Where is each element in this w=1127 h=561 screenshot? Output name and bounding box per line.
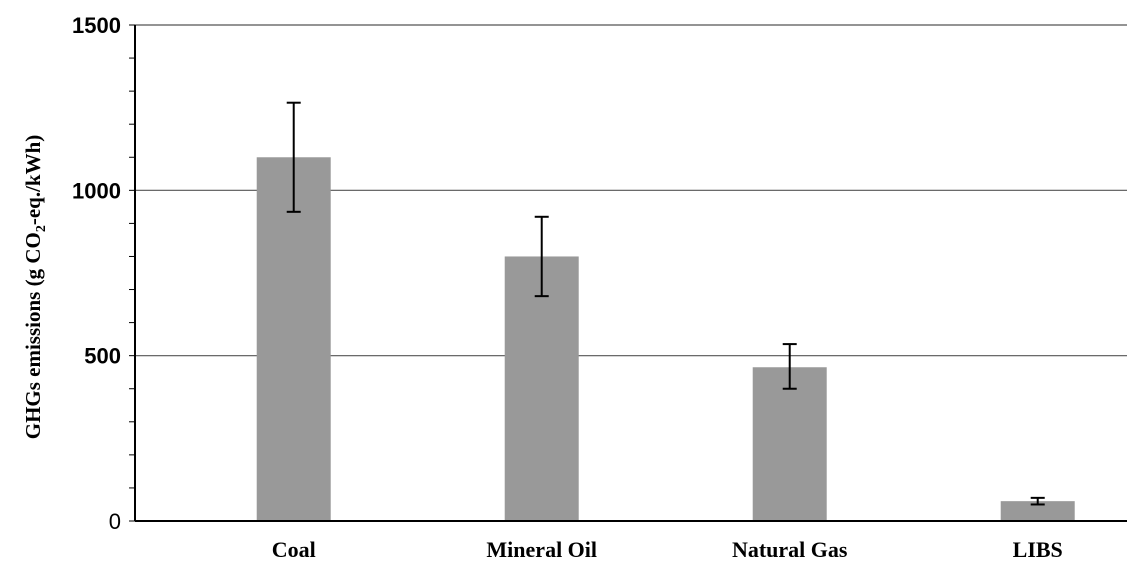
axes [129, 24, 1127, 522]
y-tick-label: 500 [84, 344, 121, 369]
y-tick-label: 0 [109, 509, 121, 534]
x-tick-label: Mineral Oil [486, 537, 597, 561]
bar-coal [256, 157, 331, 521]
y-axis-label: GHGs emissions (g CO2-eq./kWh) [21, 135, 49, 440]
bar-natural-gas [752, 367, 827, 521]
svg-text:GHGs emissions (g CO2-eq./kWh): GHGs emissions (g CO2-eq./kWh) [21, 135, 49, 440]
y-tick-label: 1000 [72, 178, 121, 203]
bar-libs [1000, 501, 1075, 521]
x-tick-label: LIBS [1013, 537, 1063, 561]
y-tick-label: 1500 [72, 13, 121, 38]
y-axis-label-prefix: GHGs emissions (g CO [21, 232, 45, 439]
bar-mineral-oil [504, 256, 579, 521]
tick-labels: 0 500 1000 1500 Coal Mineral Oil Natural Gas LI… [72, 13, 1063, 561]
x-tick-label: Coal [272, 537, 316, 561]
y-axis-label-subscript: 2 [34, 225, 49, 232]
y-axis-label-suffix: -eq./kWh) [21, 135, 45, 225]
x-tick-label: Natural Gas [732, 537, 848, 561]
bars [201, 101, 1075, 522]
